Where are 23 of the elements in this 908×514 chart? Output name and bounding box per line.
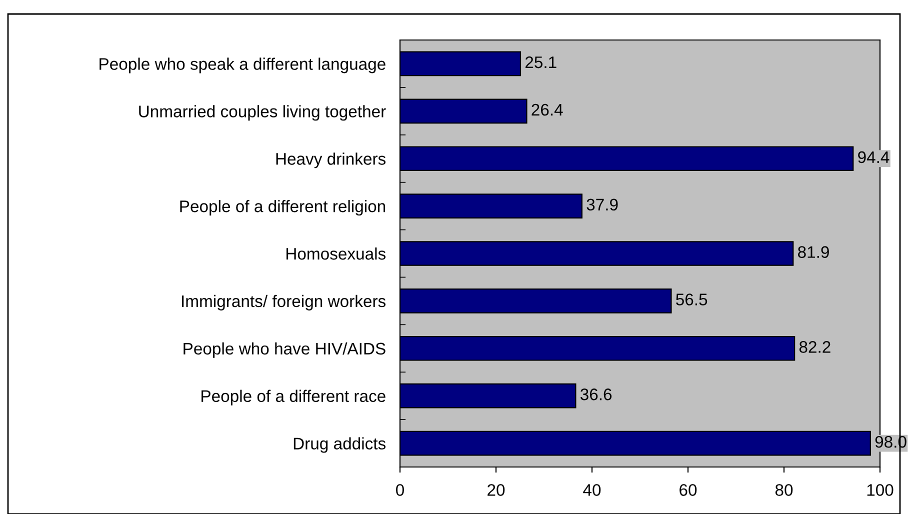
y-tick-label: Drug addicts [294,437,386,453]
y-tick-label: People who have HIV/AIDS [184,342,386,358]
data-label: 36.6 [580,388,612,400]
x-tick-label: 80 [775,484,793,496]
data-label: 82.2 [799,341,830,353]
x-tick-label: 0 [396,484,404,496]
y-tick-label: People of a different race [202,390,386,406]
data-label: 37.9 [586,198,618,211]
y-tick-label: Homosexuals [286,247,386,260]
x-tick-label: 40 [583,484,601,496]
x-tick-label: 100 [867,484,894,496]
y-tick-label: Unmarried couples living together [139,105,386,121]
data-label: 26.4 [532,104,563,116]
x-tick-label: 60 [680,484,697,496]
y-tick-label: Heavy drinkers [276,152,386,168]
data-label: 25.1 [525,56,556,68]
x-tick-label: 20 [488,484,505,496]
y-tick-label: People who speak a different language [100,58,386,74]
y-tick-label: People of a different religion [180,200,386,216]
data-label: 81.9 [798,246,829,258]
y-tick-label: Immigrants/ foreign workers [182,294,386,310]
data-label: 56.5 [676,294,708,306]
data-label: 94.4 [858,151,890,164]
